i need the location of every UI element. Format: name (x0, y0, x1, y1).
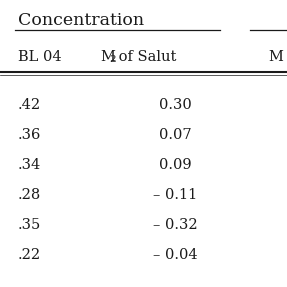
Text: .35: .35 (18, 218, 41, 232)
Text: .28: .28 (18, 188, 41, 202)
Text: 2: 2 (109, 55, 116, 64)
Text: .42: .42 (18, 98, 41, 112)
Text: – 0.32: – 0.32 (153, 218, 197, 232)
Text: BL 04: BL 04 (18, 50, 62, 64)
Text: 0.30: 0.30 (159, 98, 191, 112)
Text: 0.07: 0.07 (159, 128, 191, 142)
Text: of Salut: of Salut (114, 50, 177, 64)
Text: .36: .36 (18, 128, 41, 142)
Text: Concentration: Concentration (18, 12, 144, 29)
Text: .22: .22 (18, 248, 41, 262)
Text: – 0.04: – 0.04 (153, 248, 197, 262)
Text: – 0.11: – 0.11 (153, 188, 197, 202)
Text: .34: .34 (18, 158, 41, 172)
Text: M: M (268, 50, 283, 64)
Text: 0.09: 0.09 (159, 158, 191, 172)
Text: M: M (100, 50, 115, 64)
